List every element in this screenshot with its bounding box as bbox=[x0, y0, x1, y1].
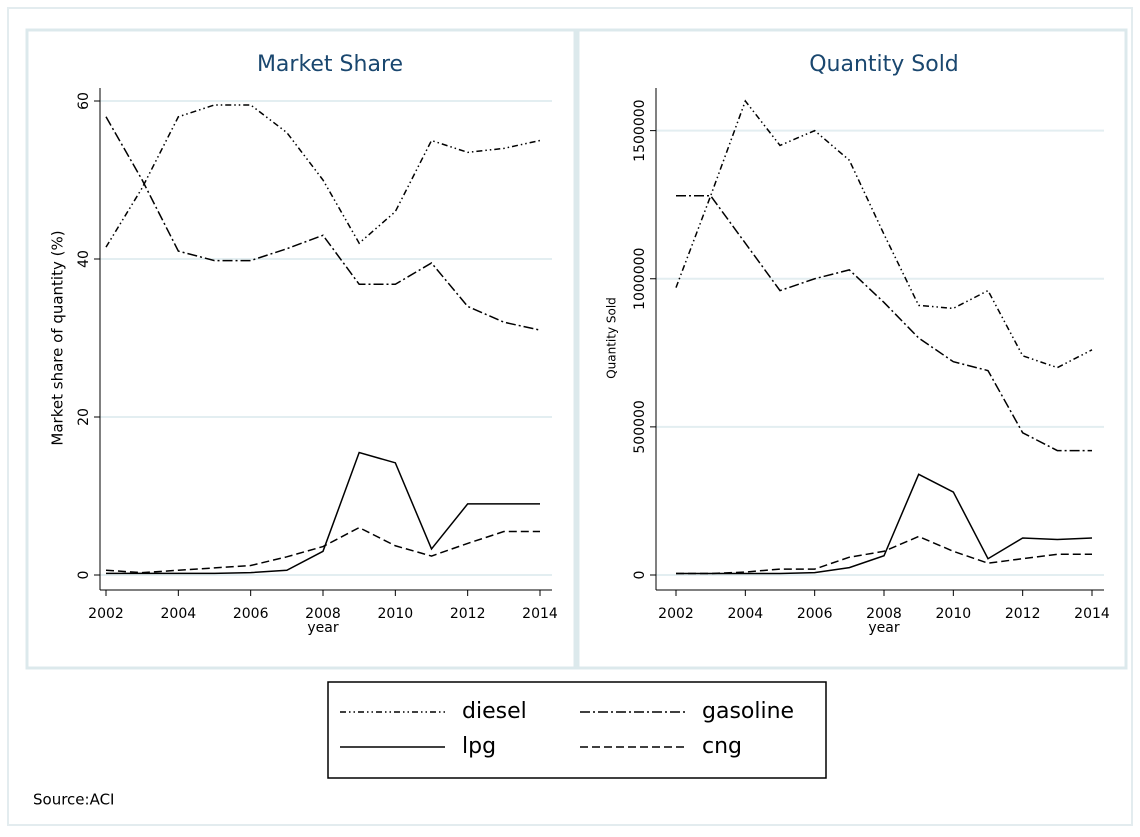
x-tick-label: 2014 bbox=[522, 606, 558, 622]
chart-title: Quantity Sold bbox=[809, 52, 959, 77]
data-line bbox=[676, 473, 1093, 575]
x-tick-label: 2010 bbox=[936, 606, 972, 622]
legend-label: lpg bbox=[462, 734, 496, 759]
y-tick-label: 60 bbox=[76, 92, 92, 110]
x-axis-label: year bbox=[868, 620, 899, 636]
x-tick-label: 2008 bbox=[305, 606, 341, 622]
x-axis-label: year bbox=[307, 620, 338, 636]
data-line bbox=[675, 99, 1093, 369]
legend-label: gasoline bbox=[702, 699, 794, 724]
legend-label: diesel bbox=[462, 699, 527, 724]
y-axis-label: Market share of quantity (%) bbox=[49, 230, 67, 445]
x-tick-label: 2012 bbox=[1005, 606, 1041, 622]
x-tick-label: 2006 bbox=[797, 606, 833, 622]
x-tick-label: 2010 bbox=[378, 606, 414, 622]
y-tick-label: 20 bbox=[76, 408, 92, 426]
y-tick-label: 0 bbox=[632, 571, 648, 580]
x-tick-label: 2012 bbox=[450, 606, 486, 622]
y-tick-label: 0 bbox=[76, 571, 92, 580]
y-tick-label: 1000000 bbox=[632, 248, 648, 310]
x-tick-label: 2008 bbox=[866, 606, 902, 622]
data-line bbox=[676, 195, 1092, 452]
x-tick-label: 2002 bbox=[88, 606, 124, 622]
chart-title: Market Share bbox=[257, 52, 403, 77]
y-axis-label: Quantity Sold bbox=[605, 297, 619, 379]
x-tick-label: 2014 bbox=[1074, 606, 1110, 622]
y-tick-label: 40 bbox=[76, 250, 92, 268]
x-tick-label: 2004 bbox=[728, 606, 764, 622]
legend-box bbox=[327, 681, 827, 779]
data-line bbox=[105, 104, 541, 248]
x-tick-label: 2006 bbox=[233, 606, 269, 622]
y-tick-label: 500000 bbox=[632, 400, 648, 453]
x-tick-label: 2002 bbox=[658, 606, 694, 622]
data-line bbox=[105, 526, 540, 574]
legend-label: cng bbox=[702, 734, 742, 759]
y-tick-label: 1500000 bbox=[632, 99, 648, 161]
data-line bbox=[105, 116, 541, 331]
data-line bbox=[106, 451, 540, 575]
data-line bbox=[676, 535, 1092, 575]
legend: diesel gasoline lpg cng bbox=[340, 699, 794, 759]
x-tick-label: 2004 bbox=[161, 606, 197, 622]
panel-frame bbox=[576, 28, 1128, 670]
source-note: Source:ACI bbox=[33, 791, 114, 809]
panel-frame bbox=[25, 28, 577, 670]
